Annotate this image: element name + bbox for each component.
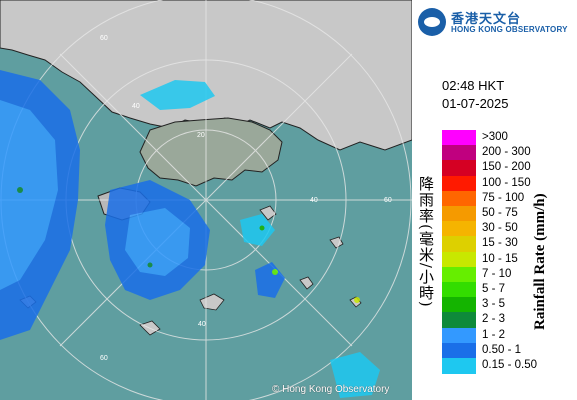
rain-echo-cell <box>259 225 265 231</box>
legend-panel: 香港天文台 HONG KONG OBSERVATORY 02:48 HKT 01… <box>412 0 577 400</box>
ring-label: 20 <box>197 132 205 139</box>
legend-swatch <box>442 342 476 359</box>
legend-swatch <box>442 145 476 162</box>
ring-labels: 60 40 20 60 40 60 40 <box>100 35 392 362</box>
legend-label: 75 - 100 <box>482 191 525 204</box>
ring-label: 60 <box>100 355 108 362</box>
observation-date: 01-07-2025 <box>442 96 509 111</box>
legend-label: 100 - 150 <box>482 176 531 189</box>
legend-item: 150 - 200 <box>442 160 562 177</box>
legend-swatch <box>442 190 476 207</box>
rain-echo-band <box>0 100 58 290</box>
rain-echo-cell <box>272 269 278 275</box>
legend-swatch <box>442 160 476 177</box>
legend-item: >300 <box>442 130 562 146</box>
legend-item: 0.15 - 0.50 <box>442 358 562 374</box>
legend-item: 1 - 2 <box>442 327 562 344</box>
radar-map: 60 40 20 60 40 60 40 © Hong Kong Observa… <box>0 0 412 400</box>
ring-label: 40 <box>132 103 140 110</box>
hko-logo: 香港天文台 HONG KONG OBSERVATORY <box>415 6 575 38</box>
legend-label: 3 - 5 <box>482 298 506 311</box>
legend-item: 2 - 3 <box>442 312 562 329</box>
legend-item: 15 - 30 <box>442 236 562 253</box>
legend-swatch <box>442 221 476 238</box>
legend-label: 1 - 2 <box>482 328 506 341</box>
legend-swatch <box>442 175 476 192</box>
logo-text-chinese: 香港天文台 <box>451 12 522 27</box>
legend-label: 10 - 15 <box>482 252 518 265</box>
ring-label: 40 <box>310 197 318 204</box>
ring-label: 60 <box>384 197 392 204</box>
legend-title-chinese: 降雨率(毫米/小時) <box>417 176 435 308</box>
rain-echo-band <box>240 214 275 246</box>
rain-echo-cell <box>147 262 153 268</box>
hko-emblem-icon <box>418 8 446 36</box>
radial-line <box>59 53 353 347</box>
rain-echo-cell <box>354 297 360 303</box>
legend-item: 7 - 10 <box>442 266 562 283</box>
radar-map-svg: 60 40 20 60 40 60 40 <box>0 0 412 400</box>
legend-item: 0.50 - 1 <box>442 342 562 359</box>
legend-item: 10 - 15 <box>442 251 562 268</box>
legend-label: 200 - 300 <box>482 146 531 159</box>
legend-swatch <box>442 327 476 344</box>
legend-label: 150 - 200 <box>482 161 531 174</box>
copyright-notice: © Hong Kong Observatory <box>272 384 390 395</box>
island <box>299 276 314 290</box>
legend-label: 2 - 3 <box>482 313 506 326</box>
observation-time: 02:48 HKT <box>442 78 505 93</box>
legend-label: 50 - 75 <box>482 207 518 219</box>
legend-label: 30 - 50 <box>482 222 518 235</box>
legend-swatch <box>442 236 476 253</box>
legend-item: 3 - 5 <box>442 297 562 314</box>
legend-item: 30 - 50 <box>442 221 562 238</box>
rain-echo-cell <box>17 187 23 193</box>
island <box>259 205 277 221</box>
ring-label: 60 <box>100 35 108 42</box>
legend-label: 5 - 7 <box>482 283 506 295</box>
legend-label: 15 - 30 <box>482 237 518 250</box>
legend-item: 75 - 100 <box>442 190 562 207</box>
legend-swatch <box>442 206 476 222</box>
legend-swatch <box>442 358 476 374</box>
legend-swatch <box>442 266 476 283</box>
legend-label: >300 <box>482 131 508 143</box>
rain-echoes <box>0 70 380 398</box>
legend-swatch <box>442 297 476 314</box>
legend-label: 7 - 10 <box>482 267 512 280</box>
rain-echo-band <box>125 208 190 276</box>
logo-text-english: HONG KONG OBSERVATORY <box>451 25 568 34</box>
legend-swatch <box>442 282 476 298</box>
legend-item: 5 - 7 <box>442 282 562 298</box>
legend-item: 100 - 150 <box>442 175 562 192</box>
legend-swatch <box>442 312 476 329</box>
legend-swatch <box>442 130 476 146</box>
rain-echo-band <box>140 80 215 110</box>
ring-label: 40 <box>198 321 206 328</box>
rain-echo-band <box>330 352 380 398</box>
legend-swatch <box>442 251 476 268</box>
legend-item: 200 - 300 <box>442 145 562 162</box>
legend-label: 0.50 - 1 <box>482 343 521 356</box>
legend-item: 50 - 75 <box>442 206 562 222</box>
legend-label: 0.15 - 0.50 <box>482 359 537 371</box>
